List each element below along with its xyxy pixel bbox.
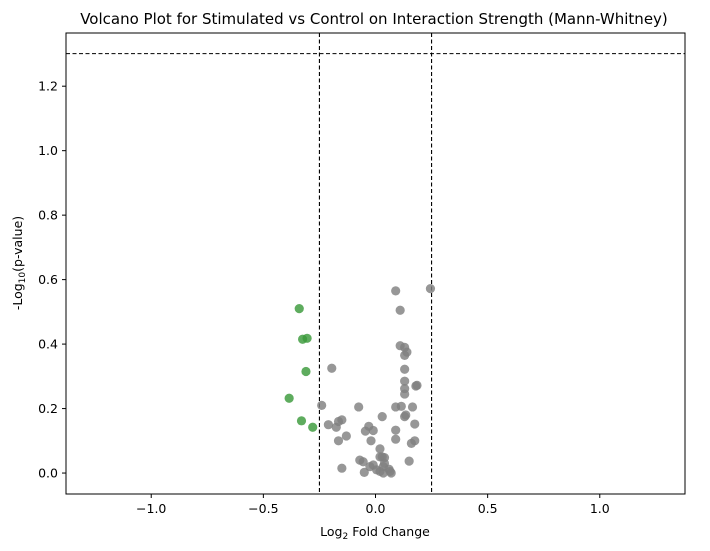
data-point-not-significant [400,389,410,399]
data-point-not-significant [354,402,364,412]
data-point-not-significant [358,457,368,467]
data-point-significant [308,422,318,432]
data-point-not-significant [406,438,416,448]
x-axis: −1.0 −0.5 0.0 0.5 1.0 [136,494,610,516]
data-point-not-significant [323,420,334,430]
y-tick-label: 0.0 [38,466,58,481]
x-tick-label: 0.5 [478,501,498,516]
data-point-not-significant [404,456,414,466]
data-point-significant [296,416,307,426]
data-point-not-significant [396,401,406,411]
data-point-not-significant [337,463,347,473]
chart-title: Volcano Plot for Stimulated vs Control o… [80,10,668,28]
data-point-not-significant [378,468,388,478]
data-point-not-significant [407,402,418,412]
x-tick-label: −0.5 [248,501,278,516]
data-point-not-significant [400,364,410,374]
data-point-not-significant [386,468,396,478]
x-tick-label: 0.0 [366,501,386,516]
data-point-not-significant [331,422,341,432]
data-point-not-significant [425,284,436,294]
data-point-not-significant [410,419,420,429]
data-point-significant [284,393,294,403]
data-point-not-significant [391,434,401,444]
y-axis: 0.0 0.2 0.4 0.6 0.8 1.0 1.2 [38,79,66,481]
data-point-not-significant [391,425,401,435]
data-point-not-significant [400,376,410,386]
data-point-not-significant [333,436,344,446]
data-point-significant [294,304,304,314]
data-point-not-significant [395,305,405,315]
data-point-not-significant [341,431,351,441]
x-axis-label: Log2 Fold Change [320,524,430,542]
y-tick-label: 1.2 [38,79,58,94]
data-point-not-significant [366,436,376,446]
data-point-significant [301,366,311,377]
x-tick-label: −1.0 [136,501,166,516]
data-point-not-significant [377,412,387,422]
y-tick-label: 0.2 [38,401,58,416]
plot-frame [65,32,686,495]
data-point-not-significant [368,425,378,436]
plot-area [66,33,685,494]
data-point-not-significant [317,400,327,410]
data-point-not-significant [400,412,410,422]
data-point-not-significant [411,381,421,391]
y-tick-label: 0.4 [38,337,58,352]
y-tick-label: 0.6 [38,272,58,287]
data-point-not-significant [359,467,369,478]
data-point-not-significant [400,350,410,360]
data-point-not-significant [375,444,385,454]
data-point-not-significant [360,426,371,436]
x-tick-label: 1.0 [590,501,610,516]
y-tick-label: 0.8 [38,208,58,223]
y-axis-label: -Log10(p-value) [10,216,28,310]
data-point-significant [302,333,312,343]
data-point-not-significant [391,286,401,296]
y-tick-label: 1.0 [38,143,58,158]
data-point-not-significant [327,363,337,373]
